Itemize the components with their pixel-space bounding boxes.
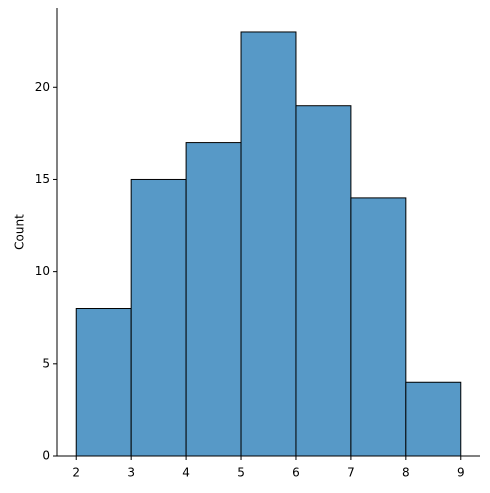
x-tick-label: 9 — [457, 466, 465, 480]
y-tick-label: 5 — [42, 356, 50, 370]
bar — [295, 105, 352, 457]
x-tick-label: 6 — [292, 466, 300, 480]
y-tick-label: 10 — [35, 264, 50, 278]
bar — [75, 308, 132, 457]
bar — [240, 31, 297, 457]
x-tick-label: 7 — [347, 466, 355, 480]
x-tick-label: 4 — [182, 466, 190, 480]
y-tick-label: 20 — [35, 80, 50, 94]
bar — [130, 178, 187, 457]
x-tick-label: 2 — [72, 466, 80, 480]
bar — [350, 197, 407, 457]
x-tick-label: 3 — [127, 466, 135, 480]
y-tick-label: 15 — [35, 172, 50, 186]
bar — [185, 142, 242, 457]
bar — [405, 381, 462, 457]
y-tick-label: 0 — [42, 449, 50, 463]
x-tick-label: 5 — [237, 466, 245, 480]
x-tick-label: 8 — [402, 466, 410, 480]
y-axis-label: Count — [13, 214, 27, 250]
